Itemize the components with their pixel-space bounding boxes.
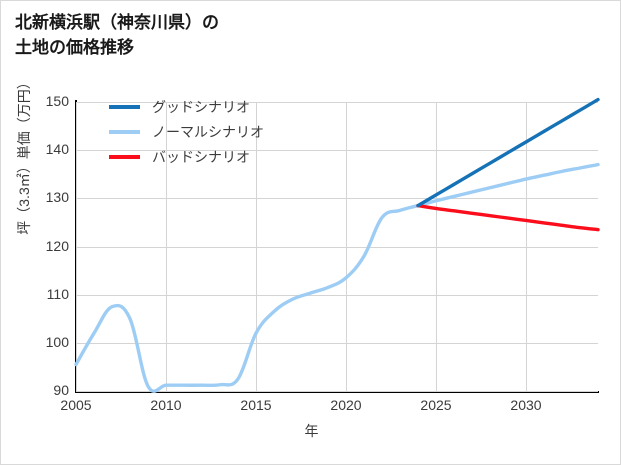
series-lines	[74, 97, 600, 393]
page-title: 北新横浜駅（神奈川県）の 土地の価格推移	[15, 13, 219, 57]
gridline-vertical	[526, 102, 527, 391]
y-tick-label: 120	[45, 237, 69, 254]
series-line	[416, 97, 600, 208]
gridline-vertical	[256, 102, 257, 391]
gridline-horizontal	[76, 198, 598, 200]
y-axis-label: 坪（3.3㎡）単価（万円）	[16, 75, 32, 235]
y-axis-ticks: 90 100 110 120 130 140 150	[1, 93, 69, 398]
x-tick-label: 2020	[330, 397, 362, 413]
gridline-vertical	[76, 102, 77, 391]
y-tick-label: 130	[45, 189, 69, 206]
legend-item-label: グッドシナリオ	[152, 98, 250, 115]
gridline-horizontal	[76, 150, 598, 152]
y-tick-label: 150	[45, 93, 69, 109]
gridline-vertical	[346, 102, 347, 391]
x-axis-label: 年	[304, 423, 319, 439]
series-line	[416, 203, 600, 232]
series-line	[74, 162, 600, 393]
y-tick-label: 140	[45, 141, 69, 158]
legend-item-label: ノーマルシナリオ	[152, 123, 264, 140]
y-tick-label: 110	[46, 285, 69, 302]
x-axis-line	[75, 391, 599, 393]
legend-color-swatch	[109, 129, 140, 134]
x-tick-label: 2025	[420, 397, 452, 413]
chart-legend: グッドシナリオ ノーマルシナリオ バッドシナリオ	[109, 94, 339, 169]
legend-item[interactable]: ノーマルシナリオ	[109, 119, 339, 144]
gridline-vertical	[166, 102, 167, 391]
x-tick-label: 2005	[60, 397, 92, 413]
legend-item[interactable]: グッドシナリオ	[109, 94, 339, 119]
gridline-horizontal	[76, 391, 598, 392]
legend-item-label: バッドシナリオ	[152, 148, 250, 165]
plot-area	[74, 97, 600, 393]
legend-color-swatch	[109, 104, 140, 109]
gridline-horizontal	[76, 102, 598, 103]
y-tick-label: 90	[53, 382, 69, 398]
gridline-vertical	[436, 102, 437, 391]
gridline-horizontal	[76, 246, 598, 248]
legend-item[interactable]: バッドシナリオ	[109, 144, 339, 169]
x-axis-ticks: 2005 2010 2015 2020 2025 2030	[60, 397, 598, 417]
x-tick-label: 2010	[150, 397, 182, 413]
gridline-horizontal	[76, 294, 598, 296]
y-tick-label: 100	[45, 333, 69, 350]
legend-color-swatch	[109, 154, 140, 159]
x-tick-label: 2015	[240, 397, 272, 413]
x-tick-label: 2030	[510, 397, 542, 413]
gridline-horizontal	[76, 342, 598, 344]
